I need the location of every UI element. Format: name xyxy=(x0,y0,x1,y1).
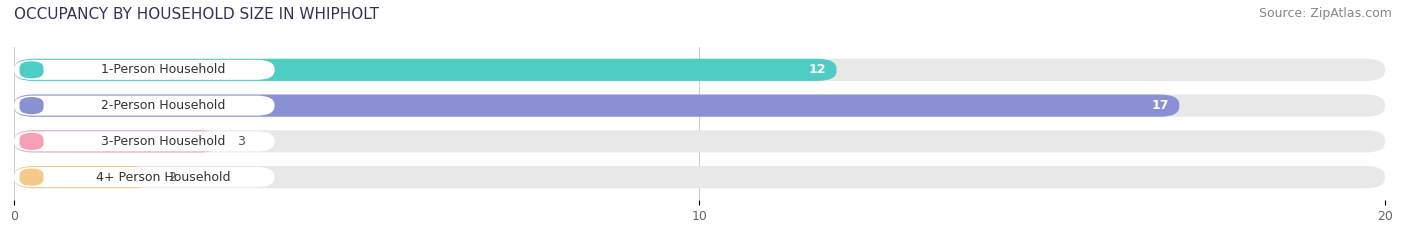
FancyBboxPatch shape xyxy=(20,133,44,150)
FancyBboxPatch shape xyxy=(14,131,274,151)
Text: OCCUPANCY BY HOUSEHOLD SIZE IN WHIPHOLT: OCCUPANCY BY HOUSEHOLD SIZE IN WHIPHOLT xyxy=(14,7,380,22)
Text: 2: 2 xyxy=(169,171,176,184)
FancyBboxPatch shape xyxy=(14,166,1385,188)
FancyBboxPatch shape xyxy=(14,96,274,116)
FancyBboxPatch shape xyxy=(14,59,1385,81)
FancyBboxPatch shape xyxy=(14,130,1385,152)
FancyBboxPatch shape xyxy=(20,97,44,114)
FancyBboxPatch shape xyxy=(14,95,1180,117)
Text: Source: ZipAtlas.com: Source: ZipAtlas.com xyxy=(1258,7,1392,20)
FancyBboxPatch shape xyxy=(20,168,44,186)
Text: 3-Person Household: 3-Person Household xyxy=(101,135,225,148)
Text: 12: 12 xyxy=(808,63,827,76)
FancyBboxPatch shape xyxy=(14,167,274,187)
FancyBboxPatch shape xyxy=(14,60,274,80)
FancyBboxPatch shape xyxy=(14,59,837,81)
Text: 4+ Person Household: 4+ Person Household xyxy=(96,171,231,184)
Text: 2-Person Household: 2-Person Household xyxy=(101,99,225,112)
Text: 1-Person Household: 1-Person Household xyxy=(101,63,225,76)
FancyBboxPatch shape xyxy=(14,166,152,188)
Text: 17: 17 xyxy=(1152,99,1168,112)
FancyBboxPatch shape xyxy=(20,61,44,79)
FancyBboxPatch shape xyxy=(14,95,1385,117)
Text: 3: 3 xyxy=(236,135,245,148)
FancyBboxPatch shape xyxy=(14,130,219,152)
